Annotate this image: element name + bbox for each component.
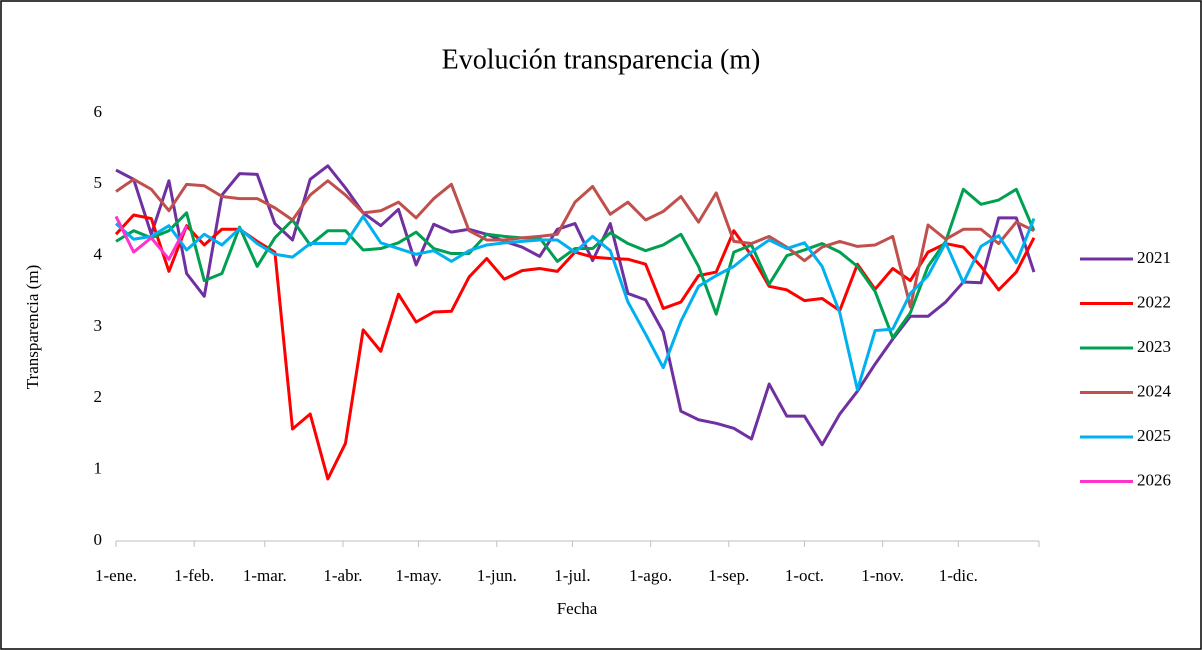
series-line xyxy=(115,214,1036,392)
series-line xyxy=(115,164,1036,447)
x-tick-label: 1-mar. xyxy=(243,566,287,585)
y-tick-label: 1 xyxy=(94,459,103,478)
y-tick-label: 3 xyxy=(94,316,103,335)
x-tick-label: 1-nov. xyxy=(861,566,904,585)
legend-label: 2026 xyxy=(1137,470,1171,489)
x-tick-label: 1-feb. xyxy=(174,566,214,585)
x-tick-label: 1-jul. xyxy=(554,566,590,585)
legend-label: 2021 xyxy=(1137,248,1171,267)
y-tick-label: 5 xyxy=(94,173,103,192)
y-tick-label: 4 xyxy=(94,245,103,264)
x-tick-label: 1-jun. xyxy=(477,566,517,585)
y-tick-label: 2 xyxy=(94,387,103,406)
legend-label: 2025 xyxy=(1137,426,1171,445)
x-tick-label: 1-oct. xyxy=(785,566,824,585)
x-tick-label: 1-dic. xyxy=(939,566,978,585)
series-line xyxy=(114,215,188,261)
x-tick-label: 1-may. xyxy=(395,566,442,585)
y-tick-label: 0 xyxy=(94,530,103,549)
x-tick-label: 1-ago. xyxy=(629,566,672,585)
y-tick-label: 6 xyxy=(94,102,103,121)
x-tick-label: 1-sep. xyxy=(708,566,749,585)
series-line xyxy=(115,177,1035,309)
chart-title: Evolución transparencia (m) xyxy=(442,44,761,75)
x-tick-label: 1-abr. xyxy=(323,566,362,585)
x-axis-label: Fecha xyxy=(557,599,598,618)
x-tick-label: 1-ene. xyxy=(95,566,137,585)
series-line xyxy=(115,187,1036,340)
y-axis-label: Transparencia (m) xyxy=(23,265,42,389)
legend-label: 2023 xyxy=(1137,337,1171,356)
legend-label: 2024 xyxy=(1137,381,1172,400)
legend-label: 2022 xyxy=(1137,292,1171,311)
